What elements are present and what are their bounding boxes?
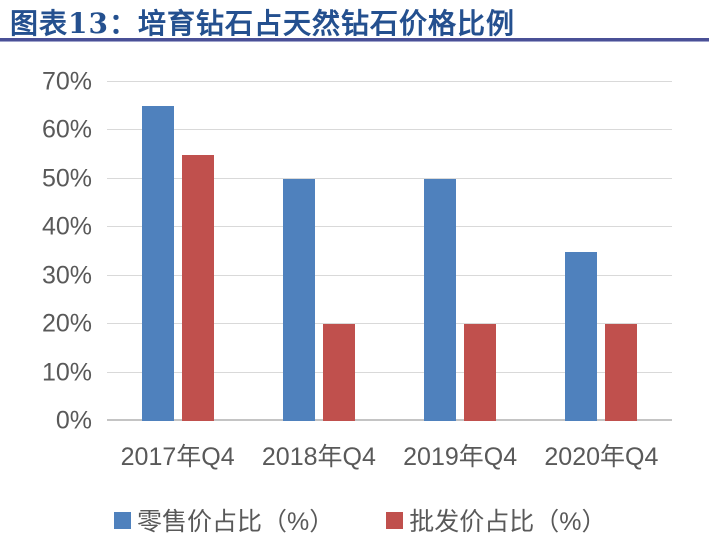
gridline [107,323,672,325]
bar [605,324,638,421]
bar [322,324,355,421]
bar [464,324,497,421]
bar [181,154,214,421]
legend-swatch-icon [114,511,131,529]
gridline [107,81,672,82]
y-tick-label: 10% [41,358,92,387]
gridline [107,226,672,228]
y-tick-label: 40% [41,212,92,241]
gridline [107,371,672,373]
chart-title: 图表13：培育钻石占天然钻石价格比例 [10,7,515,40]
y-tick-label: 30% [41,261,92,290]
x-axis-line [107,419,672,421]
x-axis: 2017年Q4 2018年Q4 2019年Q4 2020年Q4 [107,437,672,473]
bar-group [565,82,638,421]
x-tick-label: 2020年Q4 [544,443,659,471]
bar-group [424,82,497,421]
legend: 零售价占比（%） 批发价占比（%） [114,502,606,538]
bar [282,178,315,421]
legend-swatch-icon [386,511,404,529]
x-tick-label: 2017年Q4 [120,443,235,471]
bar-groups [107,82,672,421]
plot-area [107,81,672,421]
bar-group [141,82,214,421]
x-tick-label: 2019年Q4 [403,443,518,471]
legend-item: 零售价占比（%） [114,502,334,538]
x-tick-label: 2018年Q4 [261,443,376,471]
y-tick-label: 60% [41,115,92,144]
title-underline [0,38,709,42]
y-tick-label: 50% [41,164,92,193]
y-tick-label: 20% [41,309,92,338]
legend-label: 批发价占比（%） [409,508,607,536]
gridline [107,274,672,276]
gridline [107,177,672,179]
legend-label: 零售价占比（%） [137,508,335,536]
bar [141,106,174,421]
y-tick-label: 0% [55,406,92,435]
gridline [107,129,672,131]
legend-item: 批发价占比（%） [386,502,606,538]
y-axis: 0% 10% 20% 30% 40% 50% 60% 70% [0,69,92,433]
y-tick-label: 70% [41,67,92,96]
bar [424,178,457,421]
gridlines [107,81,672,421]
bar [565,251,598,421]
bar-group [282,82,355,421]
